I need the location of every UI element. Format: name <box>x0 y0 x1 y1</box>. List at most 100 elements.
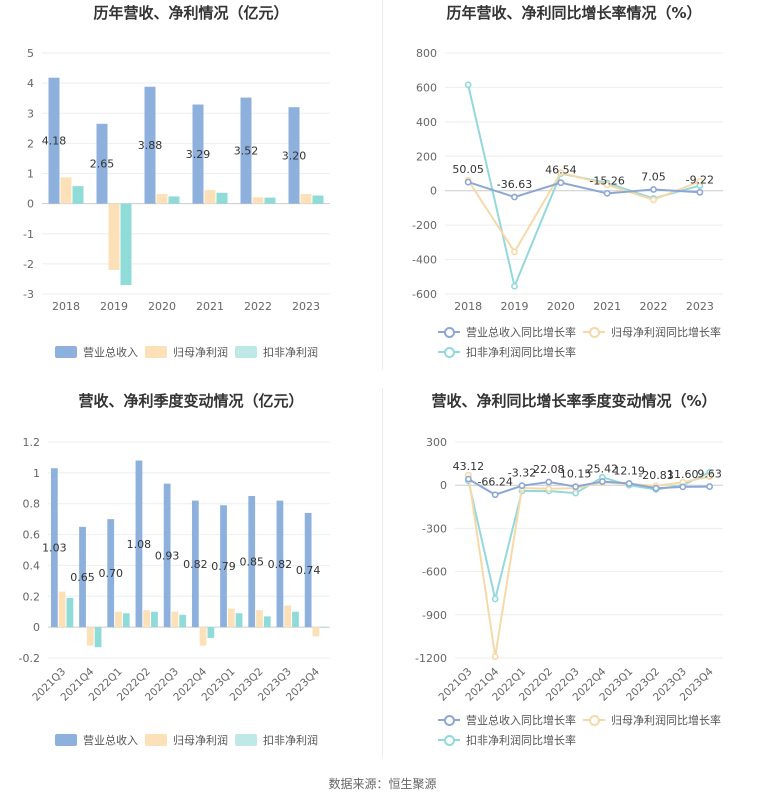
point-revenue-growth <box>464 178 472 186</box>
point-parent-growth <box>511 248 518 256</box>
legend-item-parent-profit[interactable]: 归母净利润 <box>145 732 228 748</box>
bar-deducted-profit <box>168 196 180 204</box>
y-tick-label: 0 <box>440 479 447 492</box>
legend-item-revenue-growth[interactable]: 营业总收入同比增长率 <box>438 712 576 728</box>
point-revenue-growth <box>572 483 579 491</box>
data-label: 2.65 <box>90 158 115 171</box>
bar-revenue <box>248 496 256 628</box>
data-label: 1.08 <box>127 538 152 551</box>
legend-label: 归母净利润同比增长率 <box>611 326 721 339</box>
bar-deducted-profit <box>66 597 74 628</box>
y-tick-label: -600 <box>422 566 447 579</box>
legend-label: 扣非净利润同比增长率 <box>466 734 576 747</box>
point-revenue-growth <box>696 188 704 196</box>
legend-item-deducted-growth[interactable]: 扣非净利润同比增长率 <box>438 732 576 748</box>
line-parent-growth <box>467 474 710 657</box>
legend-item-deducted-profit[interactable]: 扣非净利润 <box>235 732 318 748</box>
data-label: 0.79 <box>211 560 236 573</box>
point-parent-growth <box>557 169 565 177</box>
bar-parent-profit <box>227 608 235 628</box>
x-tick-label: 2019 <box>501 300 529 313</box>
legend-label: 营业总收入 <box>83 346 138 359</box>
bar-revenue <box>107 519 115 628</box>
legend-item-revenue[interactable]: 营业总收入 <box>55 344 138 360</box>
bar-deducted-profit <box>151 611 158 628</box>
point-revenue-growth <box>545 478 553 486</box>
bar-parent-profit <box>284 605 292 628</box>
line-parent-growth <box>467 171 701 254</box>
bar-parent-profit <box>58 591 66 628</box>
y-tick-label: 200 <box>416 150 437 163</box>
line-revenue-growth <box>467 478 710 496</box>
legend-label: 归母净利润 <box>173 346 228 359</box>
x-tick-label: 2020 <box>547 300 575 313</box>
legend-swatch <box>235 346 257 358</box>
bar-revenue <box>48 77 60 204</box>
data-label: 0.82 <box>268 558 293 571</box>
y-tick-label: 3 <box>27 107 34 120</box>
legend-swatch <box>55 734 77 746</box>
point-revenue-growth <box>491 491 499 499</box>
legend-label: 扣非净利润 <box>263 734 318 747</box>
legend-swatch <box>583 326 605 338</box>
data-label: 0.70 <box>98 567 123 580</box>
bar-revenue <box>276 500 284 628</box>
y-tick-label: -600 <box>412 288 437 301</box>
bar-deducted-profit <box>207 627 215 638</box>
y-tick-label: 300 <box>426 436 447 449</box>
y-tick-label: 0.4 <box>23 559 41 572</box>
data-label: 11.60 <box>667 468 699 481</box>
chart-title: 营收、净利同比增长率季度变动情况（%） <box>431 392 717 410</box>
y-tick-label: 600 <box>416 81 437 94</box>
data-label: 3.88 <box>138 139 163 152</box>
y-tick-label: -900 <box>422 609 447 622</box>
legend-item-revenue-growth[interactable]: 营业总收入同比增长率 <box>438 324 576 340</box>
data-label: 4.18 <box>42 135 67 148</box>
bar-deducted-profit <box>312 195 324 204</box>
bar-deducted-profit <box>264 197 276 204</box>
chart-quarterly-growth-rate: 营收、净利同比增长率季度变动情况（%） -1200 -900 -600 -300 0 30… <box>383 388 765 768</box>
legend-item-parent-growth[interactable]: 归母净利润同比增长率 <box>583 324 721 340</box>
data-label: 10.15 <box>560 468 592 481</box>
bar-parent-profit <box>171 611 179 628</box>
bar-deducted-profit <box>122 613 130 628</box>
chart-title: 营收、净利季度变动情况（亿元） <box>78 392 304 410</box>
bar-revenue <box>144 86 156 204</box>
bar-revenue <box>192 104 204 204</box>
chart-title: 历年营收、净利情况（亿元） <box>93 4 289 22</box>
y-tick-label: 0 <box>27 198 34 211</box>
point-revenue-growth <box>706 483 713 490</box>
point-revenue-growth <box>511 193 518 201</box>
bar-parent-profit <box>156 193 168 204</box>
bar-parent-profit <box>256 610 263 628</box>
bar-deducted-profit <box>120 203 132 285</box>
legend-item-revenue[interactable]: 营业总收入 <box>55 732 138 748</box>
point-revenue-growth <box>650 186 657 193</box>
legend-swatch <box>438 346 460 358</box>
x-tick-label: 2022 <box>244 300 272 313</box>
point-parent-growth <box>696 177 704 185</box>
legend-item-parent-profit[interactable]: 归母净利润 <box>145 344 228 360</box>
legend-item-parent-growth[interactable]: 归母净利润同比增长率 <box>583 712 721 728</box>
point-deducted-growth <box>491 595 499 603</box>
legend-item-deducted-growth[interactable]: 扣非净利润同比增长率 <box>438 344 576 360</box>
legend-swatch <box>235 734 257 746</box>
bar-parent-profit <box>108 203 120 270</box>
bar-revenue <box>220 505 227 628</box>
legend-item-deducted-profit[interactable]: 扣非净利润 <box>235 344 318 360</box>
bar-deducted-profit <box>292 611 299 628</box>
bar-revenue <box>79 526 86 628</box>
bar-deducted-profit <box>263 616 271 628</box>
point-parent-growth <box>545 485 553 493</box>
y-tick-label: 800 <box>416 47 437 60</box>
chart-plot: -0.2 0 0.2 0.4 0.6 0.8 1 1.2 1.03 0.65 0.70 1.080.9… <box>19 436 330 704</box>
data-source-note: 数据来源：恒生聚源 <box>328 777 437 791</box>
data-label: 3.20 <box>282 149 307 162</box>
data-label: 1.03 <box>42 542 67 555</box>
legend-swatch <box>145 346 167 358</box>
bar-parent-profit <box>86 627 94 646</box>
chart-plot: -600 -400 -200 0 200 400 600 800 50.05 -36.63 46.5… <box>412 47 723 313</box>
vertical-divider <box>382 388 383 758</box>
legend-label: 扣非净利润 <box>263 346 318 359</box>
data-label: 7.05 <box>641 171 666 184</box>
